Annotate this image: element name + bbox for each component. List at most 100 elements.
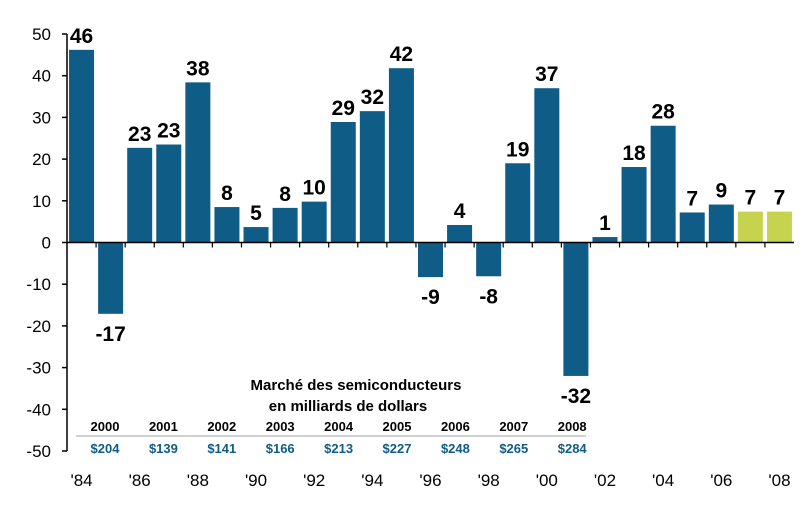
bar-label-1984: 46	[70, 25, 93, 48]
inset-year-2004: 2004	[324, 419, 354, 434]
y-tick-label: 40	[32, 67, 51, 86]
inset-year-2000: 2000	[91, 419, 120, 434]
bars	[69, 49, 792, 376]
inset-title-line-1: Marché des semiconducteurs	[251, 377, 462, 394]
bar-label-2008: 7	[774, 187, 786, 210]
y-tick-label: 0	[42, 234, 51, 253]
inset-year-2003: 2003	[266, 419, 295, 434]
bar-label-1993: 29	[332, 97, 355, 120]
bar-label-1994: 32	[361, 86, 384, 109]
bar-1991	[272, 207, 298, 243]
inset-year-2007: 2007	[499, 419, 528, 434]
inset-year-2001: 2001	[149, 419, 178, 434]
inset-value-2008: $284	[558, 441, 588, 456]
inset-value-2005: $227	[383, 441, 412, 456]
inset-value-2000: $204	[91, 441, 121, 456]
bar-2002	[592, 237, 618, 243]
bar-2004	[650, 125, 676, 243]
inset-year-2008: 2008	[558, 419, 587, 434]
y-tick-label: 20	[32, 150, 51, 169]
y-tick-label: -10	[26, 275, 51, 294]
bar-2000	[534, 88, 560, 243]
y-tick-label: -20	[26, 317, 51, 336]
bar-2006	[708, 204, 734, 243]
x-tick-label: '86	[129, 471, 151, 490]
y-tick-label: -40	[26, 400, 51, 419]
inset-values: $204 $139 $141 $166 $213 $227 $248 $265 $284	[91, 441, 588, 456]
y-tick-label: 30	[32, 108, 51, 127]
bar-label-2000: 37	[535, 63, 558, 86]
y-tick-label: -30	[26, 359, 51, 378]
x-tick-label: '00	[536, 471, 558, 490]
x-tick-label: '04	[652, 471, 674, 490]
bar-1985	[98, 242, 124, 314]
bar-1994	[359, 111, 385, 243]
bar-label-1998: -8	[479, 285, 498, 308]
bar-1986	[127, 147, 153, 243]
bar-1989	[214, 207, 240, 243]
bar-1995	[388, 68, 414, 243]
bar-label-1985: -17	[95, 323, 125, 346]
x-tick-label: '88	[187, 471, 209, 490]
x-tick-label: '06	[710, 471, 732, 490]
bar-2001	[563, 242, 589, 376]
y-tick-label: 10	[32, 192, 51, 211]
bar-1997	[447, 224, 473, 243]
bar-1996	[417, 242, 444, 278]
bar-label-1995: 42	[390, 43, 413, 66]
inset-years: 2000 2001 2002 2003 2004 2005 2006 2007 2008	[91, 419, 587, 434]
x-tick-label: '90	[245, 471, 267, 490]
inset-value-2003: $166	[266, 441, 295, 456]
bar-1999	[505, 163, 531, 243]
inset-value-2004: $213	[324, 441, 353, 456]
bar-label-1997: 4	[454, 200, 466, 223]
bar-label-1991: 8	[279, 183, 291, 206]
bar-label-2004: 28	[651, 101, 675, 124]
y-axis-tick-labels: 50 40 30 20 10 0 -10 -20 -30 -40 -50	[26, 25, 51, 461]
x-tick-label: '96	[419, 471, 441, 490]
bar-label-1987: 23	[157, 120, 180, 143]
bar-label-1986: 23	[128, 123, 151, 146]
y-tick-label: 50	[32, 25, 51, 44]
bar-label-1999: 19	[506, 138, 529, 161]
x-axis-tick-labels: '84 '86 '88 '90 '92 '94 '96 '98 '00 '02 '04 '06 '08	[70, 471, 790, 490]
bar-2003	[621, 167, 647, 243]
y-tick-label: -50	[26, 442, 51, 461]
market-size-inset: Marché des semiconducteurs en milliards …	[76, 377, 587, 456]
x-tick-label: '84	[70, 471, 92, 490]
bar-label-2003: 18	[622, 142, 646, 165]
bar-2007	[737, 211, 763, 243]
x-tick-label: '08	[768, 471, 790, 490]
y-axis-tick-marks	[62, 33, 67, 452]
inset-value-2007: $265	[499, 441, 528, 456]
x-tick-label: '02	[594, 471, 616, 490]
inset-value-2001: $139	[149, 441, 178, 456]
bar-label-1988: 38	[186, 57, 210, 80]
bar-1990	[243, 227, 269, 243]
bar-1984	[69, 49, 95, 243]
bar-1992	[301, 201, 327, 243]
bar-label-1992: 10	[303, 177, 326, 200]
inset-value-2002: $141	[207, 441, 236, 456]
inset-value-2006: $248	[441, 441, 470, 456]
bar-2008	[766, 211, 792, 243]
bar-label-2005: 7	[686, 187, 698, 210]
x-axis-tick-marks	[95, 242, 766, 248]
bar-label-2001: -32	[561, 385, 591, 408]
bar-1993	[330, 121, 356, 243]
bar-label-2002: 1	[599, 212, 611, 235]
bar-label-1990: 5	[250, 202, 262, 225]
inset-year-2005: 2005	[383, 419, 412, 434]
inset-title-line-2: en milliards de dollars	[269, 398, 427, 415]
x-tick-label: '92	[303, 471, 325, 490]
bar-label-1989: 8	[221, 182, 233, 205]
bar-1988	[185, 82, 211, 243]
bar-label-2007: 7	[745, 187, 757, 210]
inset-year-2006: 2006	[441, 419, 470, 434]
axes	[62, 33, 794, 452]
bar-label-2006: 9	[715, 180, 727, 203]
bar-1998	[476, 242, 502, 277]
x-tick-label: '94	[361, 471, 383, 490]
